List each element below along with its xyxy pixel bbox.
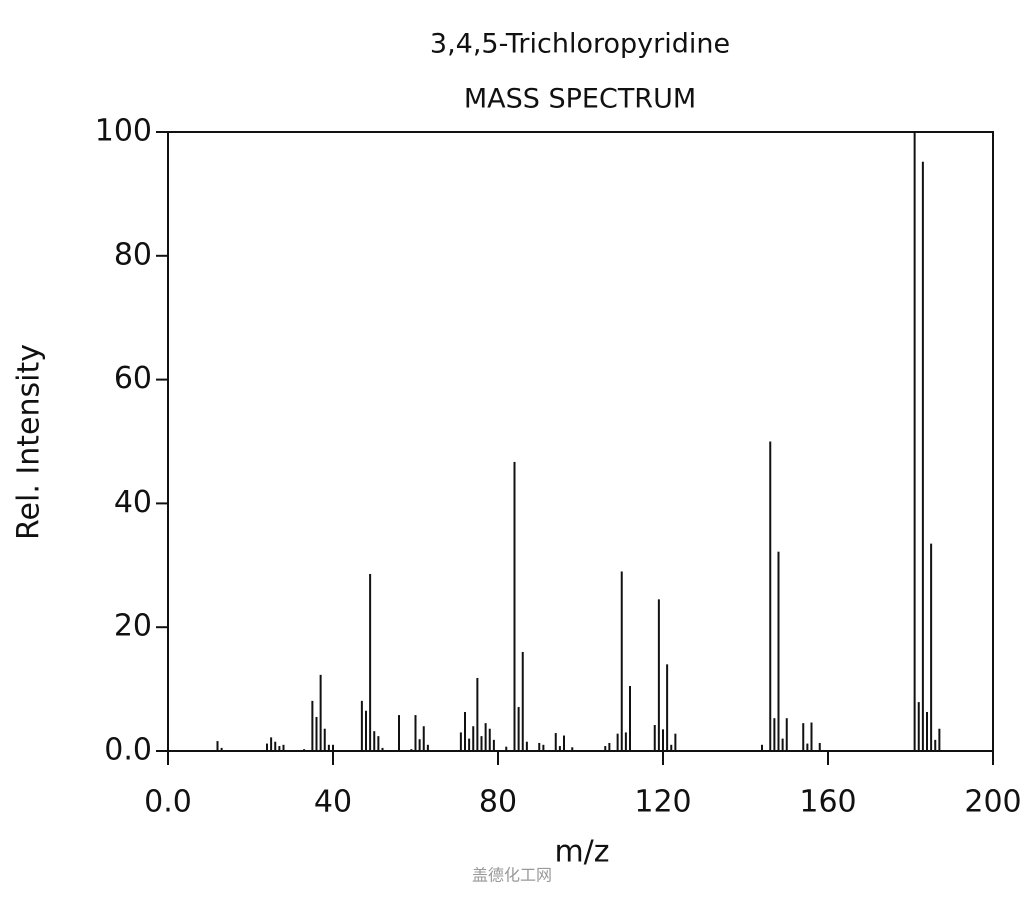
peak — [513, 461, 516, 751]
peak — [921, 161, 924, 751]
peak — [666, 664, 669, 751]
peak — [464, 712, 466, 751]
peak — [414, 715, 417, 751]
peak — [332, 744, 334, 751]
peak — [216, 741, 219, 751]
peak — [484, 723, 487, 751]
peak — [468, 738, 471, 751]
peak — [620, 571, 623, 751]
peak — [773, 718, 776, 751]
peak — [303, 749, 306, 751]
peak — [926, 712, 928, 751]
peak — [608, 742, 611, 751]
y-tick-label: 40 — [114, 485, 152, 520]
peak — [525, 741, 528, 751]
peak — [398, 715, 400, 751]
peak — [282, 744, 285, 751]
peak — [505, 746, 508, 751]
peak — [554, 733, 557, 751]
chart-subtitle: MASS SPECTRUM — [464, 84, 696, 115]
peak — [934, 739, 937, 751]
peak — [459, 732, 462, 751]
peak — [558, 746, 561, 751]
peak — [365, 710, 367, 751]
peak — [315, 716, 318, 751]
x-tick-label: 80 — [479, 785, 517, 820]
peak — [785, 718, 788, 751]
peak — [492, 739, 495, 751]
peak — [653, 725, 656, 751]
x-tick-label: 0.0 — [144, 785, 192, 820]
peak — [761, 744, 763, 751]
x-tick-label: 200 — [964, 785, 1021, 820]
peak — [360, 700, 363, 751]
y-tick-label: 100 — [95, 114, 152, 149]
peak — [521, 651, 524, 751]
peak — [781, 738, 784, 751]
watermark: 盖德化工网 — [472, 866, 552, 885]
peak — [369, 573, 372, 751]
y-tick-label: 0.0 — [104, 733, 152, 768]
peak — [769, 441, 772, 751]
peak — [410, 749, 413, 751]
peak — [802, 723, 805, 751]
y-axis-label: Rel. Intensity — [12, 344, 47, 540]
peak — [629, 686, 631, 751]
y-tick-label: 20 — [114, 609, 152, 644]
peak — [327, 744, 330, 751]
peak — [476, 677, 479, 751]
peak — [913, 132, 916, 751]
peak — [319, 674, 322, 751]
peak — [220, 747, 223, 751]
peak — [670, 744, 673, 751]
peak — [323, 728, 326, 751]
peak — [563, 735, 565, 751]
y-tick-label: 60 — [114, 361, 152, 396]
x-tick-label: 160 — [799, 785, 856, 820]
x-axis-label: m/z — [554, 835, 609, 870]
peak — [517, 707, 520, 751]
plot-frame — [167, 131, 994, 752]
peak — [488, 728, 491, 751]
peak — [662, 729, 664, 751]
peak — [542, 744, 545, 751]
peak — [472, 726, 475, 751]
peak — [624, 732, 627, 751]
peak — [917, 702, 920, 751]
peak — [278, 746, 281, 751]
peak — [270, 737, 273, 751]
peak — [604, 746, 607, 751]
peak — [938, 728, 941, 751]
peak — [274, 741, 277, 751]
peak — [538, 742, 541, 751]
peak — [381, 747, 384, 751]
peak — [930, 543, 933, 751]
x-tick-label: 120 — [634, 785, 691, 820]
peak — [571, 747, 574, 751]
x-tick-label: 40 — [314, 785, 352, 820]
peak — [418, 739, 421, 751]
peak — [806, 743, 809, 751]
peak — [810, 722, 813, 751]
peak — [818, 742, 821, 751]
peak — [422, 726, 425, 751]
peak — [373, 731, 376, 751]
peak — [266, 743, 268, 751]
peak — [674, 733, 677, 751]
peak — [777, 551, 780, 751]
chart-title: 3,4,5-Trichloropyridine — [430, 29, 730, 60]
peak — [616, 733, 619, 751]
peak — [377, 736, 380, 751]
peak — [426, 744, 429, 751]
y-tick-label: 80 — [114, 237, 152, 272]
peak — [657, 599, 660, 751]
peak — [311, 700, 314, 751]
peak — [480, 736, 483, 751]
